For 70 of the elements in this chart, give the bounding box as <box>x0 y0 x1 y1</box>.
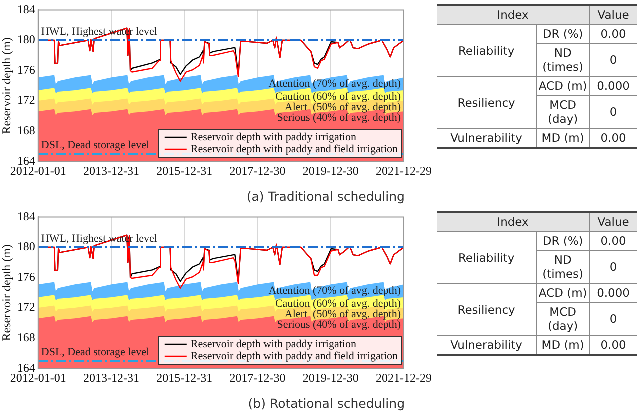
text: Resiliency <box>437 76 537 128</box>
text: DR (%) <box>536 232 590 250</box>
y-tick-label: 184 <box>17 209 36 224</box>
y-tick-label: 168 <box>17 330 36 344</box>
text: (a) Traditional scheduling <box>246 188 405 204</box>
series-label: Serious (40% of avg. depth) <box>277 319 402 332</box>
series-label: Alert (50% of avg. depth) <box>284 308 402 320</box>
y-tick-label: 184 <box>17 2 36 16</box>
y-tick-label: 180 <box>17 32 36 47</box>
y-axis-title: Reservoir depth (m) <box>0 38 14 134</box>
legend-label: Reservoir depth with paddy irrigation <box>190 131 357 144</box>
text: ND (times) <box>536 44 590 76</box>
text: 0 <box>590 44 637 76</box>
text: 0 <box>590 96 637 128</box>
text: (b) Rotational scheduling <box>248 396 405 411</box>
y-tick-label: 176 <box>17 270 36 284</box>
ref-line-label: DSL, Dead storage level <box>41 139 150 152</box>
text: 0 <box>590 250 637 284</box>
legend-label: Reservoir depth with paddy and field irrigation <box>190 350 399 362</box>
legend-label: Reservoir depth with paddy irrigation <box>190 338 357 350</box>
series-label: Attention (70% of avg. depth) <box>268 284 402 297</box>
x-tick-label: 2017-12-30 <box>230 370 286 385</box>
x-tick-label: 2013-12-31 <box>84 370 140 385</box>
text: 0.000 <box>590 284 637 302</box>
x-tick-label: 2019-12-30 <box>302 370 359 385</box>
text: DR (%) <box>536 24 590 44</box>
text: MD (m) <box>536 128 590 148</box>
x-tick-label: 2013-12-31 <box>84 164 140 178</box>
x-tick-label: 2015-12-31 <box>156 164 213 178</box>
series-label: Alert (50% of avg. depth) <box>284 101 402 114</box>
x-tick-label: 2019-12-30 <box>302 164 359 178</box>
text: ACD (m) <box>536 284 590 302</box>
text: 0.000 <box>590 76 637 96</box>
series-label: Caution (60% of avg. depth) <box>275 90 402 103</box>
text: Value <box>590 212 637 232</box>
y-tick-label: 164 <box>17 154 36 168</box>
text: 0 <box>590 302 637 336</box>
text: 0.00 <box>590 128 637 148</box>
series-label: Caution (60% of avg. depth) <box>275 298 402 310</box>
y-tick-label: 176 <box>17 62 36 77</box>
text: Vulnerability <box>437 336 537 355</box>
text: Reliability <box>437 24 537 76</box>
legend-label: Reservoir depth with paddy and field irrigation <box>190 143 399 156</box>
x-tick-label: 2015-12-31 <box>156 370 213 385</box>
y-tick-label: 172 <box>17 93 36 108</box>
series-label: Serious (40% of avg. depth) <box>277 112 402 124</box>
text: ACD (m) <box>536 76 590 96</box>
text: 0.00 <box>590 24 637 44</box>
text: 0.00 <box>590 232 637 250</box>
y-tick-label: 164 <box>17 360 36 375</box>
text: Value <box>590 5 637 24</box>
y-tick-label: 180 <box>17 240 36 254</box>
y-tick-label: 172 <box>17 300 36 314</box>
x-tick-label: 2017-12-30 <box>230 164 286 178</box>
x-tick-label: 2021-12-29 <box>376 370 432 385</box>
y-tick-label: 168 <box>17 123 36 138</box>
text: Index <box>437 5 590 24</box>
series-label: Attention (70% of avg. depth) <box>268 78 402 90</box>
x-tick-label: 2021-12-29 <box>376 164 432 178</box>
text: MD (m) <box>536 336 590 355</box>
ref-line-label: DSL, Dead storage level <box>41 346 150 358</box>
text: Reliability <box>437 232 537 284</box>
y-axis-title: Reservoir depth (m) <box>0 244 14 342</box>
text: ND (times) <box>536 250 590 284</box>
text: MCD (day) <box>536 302 590 336</box>
text: Vulnerability <box>437 128 537 148</box>
text: Resiliency <box>437 284 537 336</box>
text: MCD (day) <box>536 96 590 128</box>
text: 0.00 <box>590 336 637 355</box>
text: Index <box>437 212 590 232</box>
